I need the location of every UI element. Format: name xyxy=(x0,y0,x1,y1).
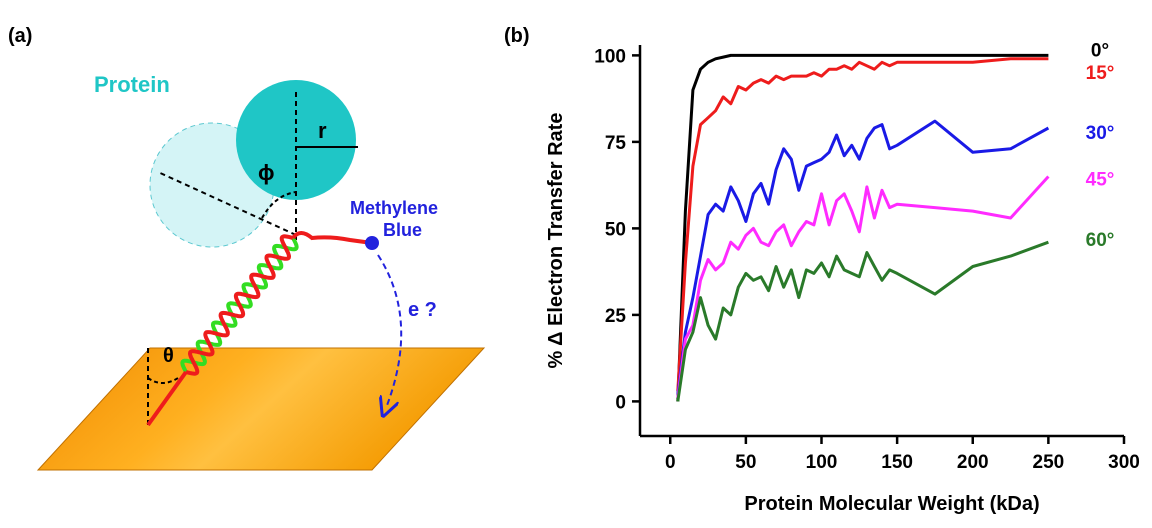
x-tick-label: 100 xyxy=(806,452,838,473)
dna-linker xyxy=(291,231,373,245)
x-tick-label: 250 xyxy=(1033,452,1065,473)
x-tick-label: 300 xyxy=(1108,452,1140,473)
y-tick-label: 100 xyxy=(594,46,626,67)
protein-label: Protein xyxy=(94,72,170,97)
electron-label: e ? xyxy=(408,299,437,321)
electron-arrow xyxy=(377,254,403,408)
angle-arc xyxy=(261,191,297,219)
radius-label: r xyxy=(318,118,327,143)
series-line xyxy=(676,175,1050,399)
x-tick-label: 200 xyxy=(957,452,989,473)
series-label: 45° xyxy=(1086,169,1115,190)
surface xyxy=(36,347,486,471)
series-label: 30° xyxy=(1086,123,1115,144)
series-line xyxy=(676,240,1049,402)
angle-arc xyxy=(147,377,179,384)
y-tick-label: 75 xyxy=(605,133,627,154)
x-tick-label: 50 xyxy=(735,452,756,473)
dna-strand xyxy=(185,234,294,376)
series-label: 15° xyxy=(1086,63,1115,84)
reporter-label: Blue xyxy=(383,220,422,240)
x-tick-label: 150 xyxy=(881,452,913,473)
series-label: 60° xyxy=(1086,230,1115,251)
y-tick-label: 50 xyxy=(605,219,626,240)
chart: (b) 0 50 100 150 200 250 300 0 25 50 75 100 Protein … xyxy=(504,25,1140,515)
y-tick-label: 0 xyxy=(615,392,626,413)
diagram: (a) Protein r ϕ θ Methylene Blue e ? xyxy=(8,25,486,471)
reporter-dot xyxy=(365,236,379,250)
theta-label: θ xyxy=(163,345,174,367)
x-tick-label: 0 xyxy=(665,452,676,473)
reporter-label: Methylene xyxy=(350,198,438,218)
series-line xyxy=(676,119,1050,395)
panel-label: (a) xyxy=(8,25,32,47)
x-axis-label: Protein Molecular Weight (kDa) xyxy=(744,493,1039,515)
dna-helix xyxy=(180,234,299,376)
panel-label: (b) xyxy=(504,25,530,47)
y-axis-label: % Δ Electron Transfer Rate xyxy=(545,113,567,369)
series-line xyxy=(676,53,1049,402)
series-line xyxy=(676,57,1049,392)
phi-label: ϕ xyxy=(258,160,275,185)
axis-line xyxy=(157,171,297,236)
dna-linker xyxy=(146,370,188,427)
series-label: 0° xyxy=(1091,40,1109,61)
y-tick-label: 25 xyxy=(605,306,627,327)
